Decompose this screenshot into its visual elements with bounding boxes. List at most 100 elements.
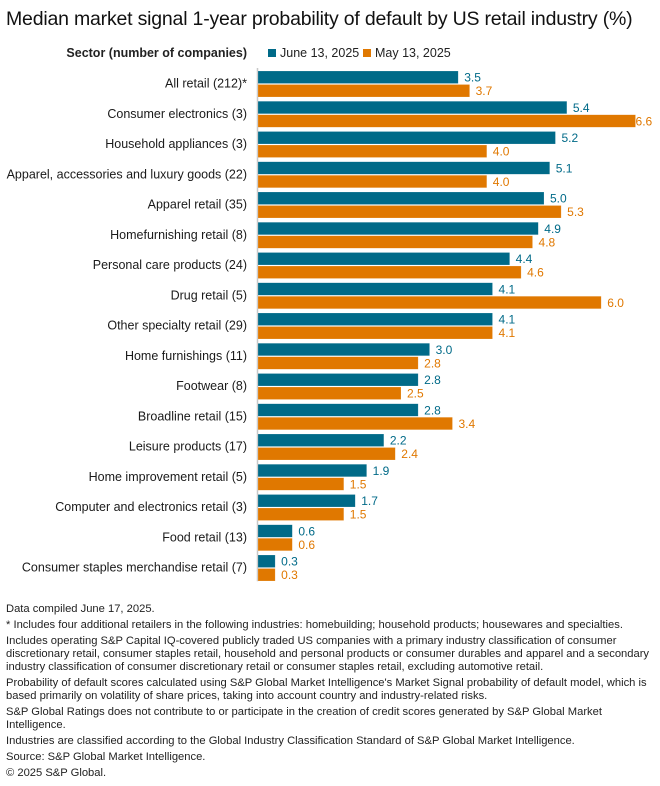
bar-june <box>257 312 493 326</box>
bar-may <box>257 417 453 430</box>
footnote: * Includes four additional retailers in … <box>6 619 623 631</box>
bar-may <box>257 296 602 309</box>
value-label-may: 0.6 <box>298 538 315 552</box>
footnote: Data compiled June 17, 2025. <box>6 603 155 615</box>
footnote: S&P Global Ratings does not contribute t… <box>6 706 602 731</box>
bar-june <box>257 191 545 205</box>
category-label: Household appliances (3) <box>105 137 247 151</box>
value-label-may: 2.5 <box>407 387 424 401</box>
value-label-may: 2.4 <box>401 447 418 461</box>
category-label: Food retail (13) <box>162 530 247 544</box>
bar-june <box>257 464 367 477</box>
legend-item-june: June 13, 2025 <box>268 46 359 60</box>
bar-june <box>257 70 459 84</box>
category-label: Home furnishings (11) <box>125 349 247 363</box>
footnote: Includes operating S&P Capital IQ-covere… <box>6 635 650 673</box>
value-label-june: 1.9 <box>373 464 390 478</box>
bar-june <box>257 433 385 447</box>
category-label: Computer and electronics retail (3) <box>55 500 247 514</box>
value-label-june: 4.4 <box>516 252 533 266</box>
value-label-may: 4.0 <box>493 175 510 189</box>
bar-june <box>257 524 293 538</box>
bar-june <box>257 161 550 175</box>
bar-june <box>257 222 539 235</box>
bar-may <box>257 326 493 340</box>
value-label-june: 0.3 <box>281 555 298 569</box>
value-label-june: 3.5 <box>464 71 481 85</box>
category-label: Consumer electronics (3) <box>107 107 247 121</box>
bar-june <box>257 373 419 387</box>
bar-may <box>257 114 636 128</box>
category-label: Drug retail (5) <box>171 288 247 302</box>
value-label-may: 6.0 <box>607 296 624 310</box>
bar-june <box>257 252 510 266</box>
bar-june <box>257 131 556 145</box>
bar-may <box>257 235 533 249</box>
legend-label-may: May 13, 2025 <box>375 46 451 60</box>
category-axis-header: Sector (number of companies) <box>66 46 247 60</box>
bar-may <box>257 568 276 582</box>
bar-may <box>257 507 345 521</box>
category-label: Footwear (8) <box>176 379 247 393</box>
legend-item-may: May 13, 2025 <box>363 46 451 60</box>
bar-may <box>257 84 470 98</box>
value-label-may: 4.0 <box>493 145 510 159</box>
value-label-may: 0.3 <box>281 568 298 582</box>
value-label-june: 2.2 <box>390 434 407 448</box>
value-label-june: 4.1 <box>499 313 516 327</box>
bar-may <box>257 538 293 551</box>
value-label-may: 5.3 <box>567 205 584 219</box>
value-label-june: 1.7 <box>361 494 378 508</box>
category-label: Homefurnishing retail (8) <box>110 228 247 242</box>
value-label-june: 5.1 <box>556 161 573 175</box>
value-label-june: 5.4 <box>573 101 590 115</box>
chart-title: Median market signal 1-year probability … <box>6 8 633 30</box>
bar-may <box>257 205 562 219</box>
bar-june <box>257 554 276 568</box>
value-label-june: 2.8 <box>424 373 441 387</box>
bar-chart: All retail (212)* 3.53.7 Consumer electron… <box>7 68 653 582</box>
category-label: All retail (212)* <box>165 77 247 91</box>
value-label-june: 5.0 <box>550 192 567 206</box>
bar-may <box>257 265 522 279</box>
value-label-may: 2.8 <box>424 356 441 370</box>
category-label: Apparel retail (35) <box>148 198 247 212</box>
legend-swatch-may <box>363 49 371 57</box>
value-label-june: 5.2 <box>561 131 578 145</box>
bar-june <box>257 101 568 114</box>
value-label-may: 6.6 <box>636 114 653 128</box>
value-label-june: 0.6 <box>298 524 315 538</box>
category-label: Home improvement retail (5) <box>89 470 247 484</box>
category-label: Apparel, accessories and luxury goods (2… <box>7 167 247 181</box>
value-label-june: 4.9 <box>544 222 561 236</box>
footnote: Probability of default scores calculated… <box>6 677 647 702</box>
bar-june <box>257 343 430 356</box>
value-label-may: 3.4 <box>458 417 475 431</box>
category-label: Personal care products (24) <box>93 258 247 272</box>
footnotes: Data compiled June 17, 2025. * Includes f… <box>6 603 656 783</box>
value-label-june: 2.8 <box>424 403 441 417</box>
legend-label-june: June 13, 2025 <box>280 46 360 60</box>
bar-june <box>257 494 356 508</box>
bar-may <box>257 477 345 491</box>
value-label-may: 4.1 <box>499 326 516 340</box>
bar-may <box>257 175 488 188</box>
bar-may <box>257 356 419 370</box>
footnote: © 2025 S&P Global. <box>6 767 107 779</box>
category-label: Consumer staples merchandise retail (7) <box>22 561 247 575</box>
value-label-june: 4.1 <box>499 282 516 296</box>
bar-may <box>257 447 396 461</box>
legend-swatch-june <box>268 49 276 57</box>
category-label: Other specialty retail (29) <box>107 319 247 333</box>
bar-may <box>257 386 402 400</box>
bar-june <box>257 403 419 417</box>
value-label-may: 3.7 <box>476 84 493 98</box>
value-label-may: 1.5 <box>350 477 367 491</box>
category-label: Broadline retail (15) <box>138 409 247 423</box>
value-label-may: 1.5 <box>350 508 367 522</box>
footnote: Industries are classified according to t… <box>6 735 575 747</box>
bar-may <box>257 144 488 158</box>
value-label-june: 3.0 <box>436 343 453 357</box>
value-label-may: 4.8 <box>539 235 556 249</box>
footnote: Source: S&P Global Market Intelligence. <box>6 751 206 763</box>
